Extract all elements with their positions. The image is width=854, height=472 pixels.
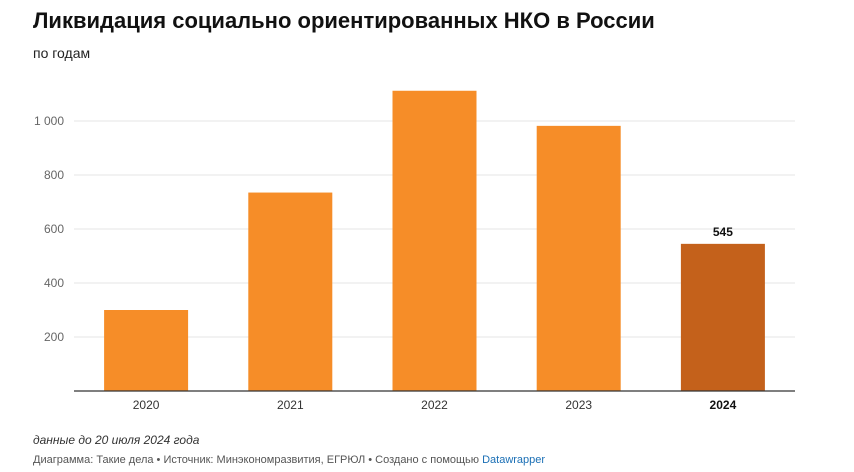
bar-2021 (248, 192, 333, 391)
ytick-label-1000: 1 000 (34, 114, 64, 128)
chart-subtitle: по годам (33, 45, 91, 61)
xtick-label-2024: 2024 (710, 398, 737, 412)
xtick-label-2023: 2023 (565, 398, 592, 412)
credit-text: Диаграмма: Такие дела • Источник: Минэко… (33, 454, 483, 466)
bar-2020 (104, 310, 189, 391)
bar-2022 (392, 90, 477, 391)
datawrapper-link[interactable]: Datawrapper (482, 454, 546, 466)
data-label-2024: 545 (713, 225, 733, 239)
credits: Диаграмма: Такие дела • Источник: Минэко… (33, 454, 545, 466)
ytick-label-800: 800 (44, 168, 64, 182)
xtick-label-2021: 2021 (277, 398, 304, 412)
xtick-label-2022: 2022 (421, 398, 448, 412)
data-note: данные до 20 июля 2024 года (33, 433, 200, 447)
chart-title: Ликвидация социально ориентированных НКО… (33, 8, 655, 33)
bar-2023 (536, 125, 621, 392)
ytick-label-600: 600 (44, 222, 64, 236)
ytick-label-200: 200 (44, 330, 64, 344)
bar-2024 (680, 243, 765, 391)
xtick-label-2020: 2020 (133, 398, 160, 412)
ytick-label-400: 400 (44, 276, 64, 290)
